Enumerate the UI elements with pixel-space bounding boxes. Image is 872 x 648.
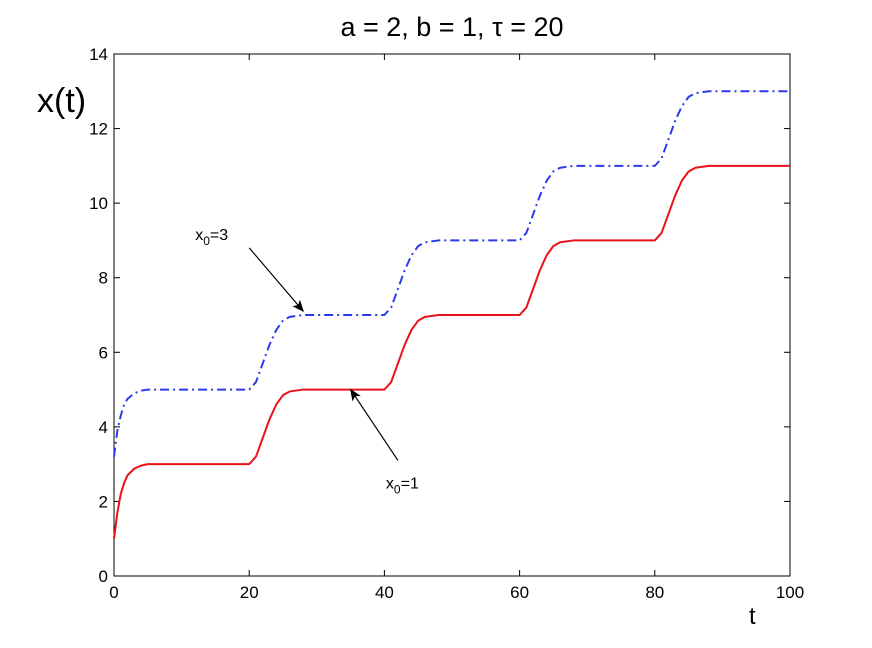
y-tick-label: 14: [89, 45, 108, 64]
series-line-1: [113, 164, 790, 539]
x-tick-label: 60: [510, 583, 529, 602]
x-tick-label: 100: [776, 583, 804, 602]
y-tick-label: 6: [99, 343, 108, 362]
x-tick-label: 40: [375, 583, 394, 602]
annotation-label: x0=3: [195, 227, 228, 248]
x-tick-label: 0: [109, 583, 118, 602]
annotation-label: x0=1: [386, 475, 419, 496]
annotation-arrow: [248, 247, 304, 313]
x-tick-label: 80: [645, 583, 664, 602]
y-axis-label: x(t): [37, 82, 86, 120]
plot-frame: [113, 53, 791, 577]
x-axis-label: t: [749, 603, 756, 630]
chart-title: a = 2, b = 1, τ = 20: [340, 12, 563, 42]
y-tick-label: 10: [89, 194, 108, 213]
y-tick-label: 2: [99, 492, 108, 511]
series-layer: [113, 90, 790, 539]
annotation-layer: x0=3 x0=1: [195, 227, 419, 497]
y-tick-label: 8: [99, 269, 108, 288]
annotation-arrow: [350, 388, 399, 461]
y-tick-label: 0: [99, 567, 108, 586]
x-tick-label: 20: [240, 583, 259, 602]
axis-ticks: 0 20 40 60 80 100 0 2 4 6 8 10 12 14: [89, 45, 804, 602]
series-line-0: [113, 90, 790, 457]
y-tick-label: 4: [99, 418, 108, 437]
y-tick-label: 12: [89, 120, 108, 139]
